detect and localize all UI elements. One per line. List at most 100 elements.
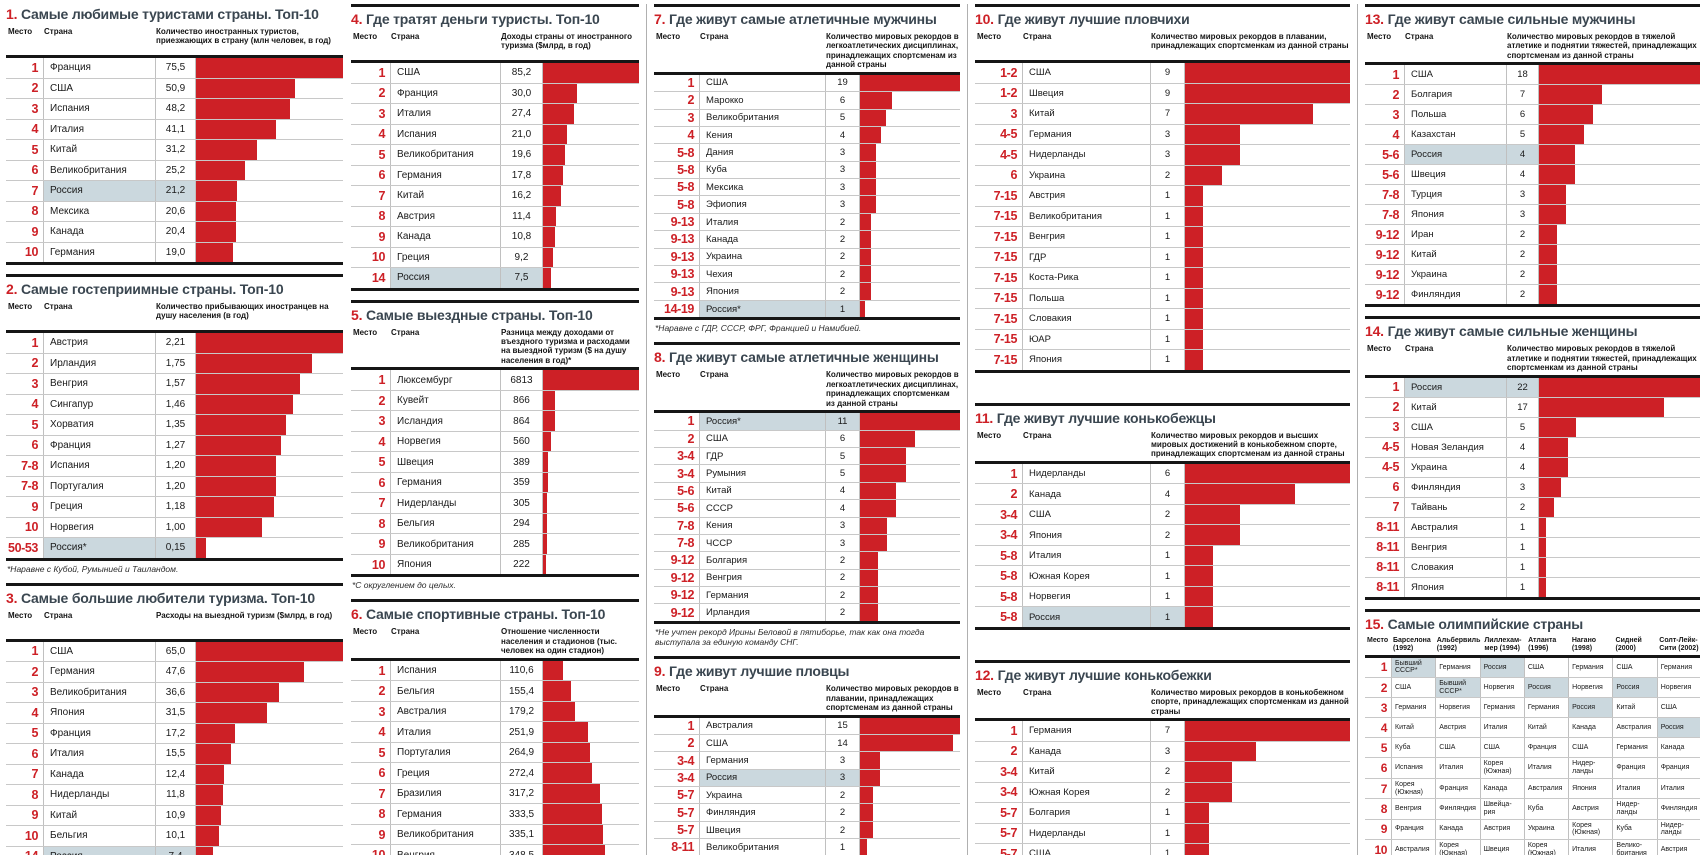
country-cell: Италия bbox=[700, 213, 826, 231]
value-bar bbox=[196, 435, 281, 455]
country-cell: Турция bbox=[1405, 185, 1507, 205]
table-title: 13. Где живут самые сильные мужчины bbox=[1365, 11, 1700, 27]
country-cell: Россия bbox=[700, 769, 826, 787]
table-rows: 1 Австралия 15 2 США 14 3-4 Германия 3 3-4 Россия 3… bbox=[654, 717, 960, 855]
table-column-headers: Место Страна Количество мировых рекордов в… bbox=[654, 369, 960, 414]
country-cell: Великобритания bbox=[700, 109, 826, 126]
value-bar bbox=[543, 145, 566, 165]
rank-cell: 2 bbox=[1380, 680, 1388, 695]
bar-cell bbox=[196, 826, 343, 846]
bar-cell bbox=[196, 415, 343, 435]
value-bar bbox=[1539, 225, 1557, 245]
bar-cell bbox=[860, 179, 960, 196]
table-row: 3 Италия 27,4 bbox=[351, 104, 639, 125]
table-footnote: *С округлением до целых. bbox=[352, 580, 456, 591]
country-cell: Великобритания bbox=[700, 839, 826, 855]
value-bar bbox=[196, 805, 221, 826]
value-bar bbox=[1185, 350, 1204, 370]
col-header-value: Количество мировых рекордов в легкоатлет… bbox=[826, 370, 959, 408]
bar-cell bbox=[1539, 397, 1700, 417]
table-row: 1 Франция 75,5 bbox=[6, 58, 343, 79]
matrix-cell: Норвегия bbox=[1479, 678, 1524, 698]
value-cell: 7 bbox=[1507, 85, 1539, 105]
bar-cell bbox=[860, 534, 960, 552]
rank-cell: 7-8 bbox=[6, 456, 44, 476]
rank-cell: 8-11 bbox=[1365, 537, 1405, 557]
value-cell: 7 bbox=[1151, 104, 1185, 124]
col-header-country: Страна bbox=[44, 610, 73, 620]
value-cell: 1,27 bbox=[156, 435, 196, 455]
matrix-cell: Куба bbox=[1523, 799, 1568, 819]
matrix-cell: Канада bbox=[1435, 819, 1479, 839]
matrix-cell: Италия bbox=[1612, 778, 1656, 799]
bar-cell bbox=[860, 92, 960, 109]
country-cell: Канада bbox=[44, 222, 156, 242]
value-cell: 305 bbox=[501, 493, 543, 513]
value-cell: 2 bbox=[826, 787, 860, 804]
bar-cell bbox=[196, 333, 343, 353]
table-column-headers: Место Страна Количество мировых рекордов в… bbox=[975, 687, 1350, 722]
table-row: 3 Исландия 864 bbox=[351, 411, 639, 432]
bar-cell bbox=[860, 482, 960, 500]
rank-cell: 5 bbox=[6, 723, 44, 744]
value-bar bbox=[860, 569, 879, 587]
country-cell: Венгрия bbox=[1405, 537, 1507, 557]
value-cell: 4 bbox=[826, 500, 860, 517]
value-bar bbox=[1185, 525, 1240, 545]
table-row: 3 Венгрия 1,57 bbox=[6, 374, 343, 395]
table-row: 7-15 Австрия 1 bbox=[975, 186, 1350, 207]
col-header-value: Количество мировых рекордов и высших мир… bbox=[1151, 430, 1345, 459]
country-cell: Украина bbox=[1405, 457, 1507, 477]
value-bar bbox=[543, 63, 639, 83]
value-cell: 1,20 bbox=[156, 456, 196, 476]
table-1: 1. Самые любимые туристами страны. Топ-1… bbox=[6, 4, 343, 265]
col-header-country: Страна bbox=[44, 27, 73, 36]
table-row: 4 Испания 21,0 bbox=[351, 124, 639, 145]
matrix-cell: Корея (Южная) bbox=[1568, 819, 1612, 839]
value-cell: 866 bbox=[501, 390, 543, 411]
value-bar bbox=[860, 179, 876, 196]
table-number: 6. bbox=[351, 606, 363, 623]
matrix-cell: Австрия bbox=[1479, 819, 1524, 839]
value-bar bbox=[860, 821, 874, 839]
country-cell: Великобритания bbox=[391, 824, 501, 845]
value-cell: 1 bbox=[1151, 186, 1185, 206]
rank-cell: 10 bbox=[6, 517, 44, 537]
value-bar bbox=[1185, 844, 1209, 855]
table-row: 2 Ирландия 1,75 bbox=[6, 353, 343, 374]
matrix-cell: Корея (Южная) bbox=[1523, 839, 1568, 855]
rank-cell: 9-13 bbox=[654, 283, 700, 300]
matrix-cell: Италия bbox=[1568, 839, 1612, 855]
matrix-row: 10 Австралия Корея (Южная) Швеция Корея (Южн… bbox=[1365, 839, 1700, 855]
rank-cell: 5-6 bbox=[654, 500, 700, 517]
table-row: 7-15 Коста-Рика 1 bbox=[975, 268, 1350, 289]
value-cell: 1 bbox=[1151, 607, 1185, 627]
value-bar bbox=[860, 787, 874, 804]
table-row: 1 Австрия 2,21 bbox=[6, 333, 343, 354]
country-cell: Испания bbox=[391, 660, 501, 681]
bar-cell bbox=[1539, 125, 1700, 145]
value-cell: 2 bbox=[826, 552, 860, 569]
bar-cell bbox=[860, 465, 960, 482]
matrix-row: 8 Венгрия Финляндия Швейца-рия Куба Австрия Ни… bbox=[1365, 799, 1700, 820]
value-bar bbox=[196, 201, 237, 221]
col-header-place: Место bbox=[656, 684, 681, 694]
table-row: 9-12 Украина 2 bbox=[1365, 265, 1700, 286]
value-cell: 3 bbox=[826, 179, 860, 196]
table-row: 6 Финляндия 3 bbox=[1365, 477, 1700, 498]
country-cell: Швеция bbox=[1405, 165, 1507, 185]
country-cell: Бразилия bbox=[391, 783, 501, 804]
table-row: 4 Кения 4 bbox=[654, 126, 960, 145]
table-row: 5-8 Норвегия 1 bbox=[975, 586, 1350, 608]
value-bar bbox=[196, 744, 231, 764]
value-cell: 2 bbox=[826, 231, 860, 248]
bar-cell bbox=[860, 248, 960, 266]
table-title-text: Где живут лучшие конькобежки bbox=[993, 666, 1212, 683]
value-cell: 17,2 bbox=[156, 723, 196, 744]
country-cell: Италия bbox=[391, 104, 501, 124]
country-cell: Ирландия bbox=[44, 353, 156, 373]
bar-cell bbox=[860, 769, 960, 787]
rank-cell: 8 bbox=[1380, 801, 1388, 816]
rank-cell: 1 bbox=[6, 333, 44, 353]
rank-cell: 7 bbox=[1380, 781, 1388, 796]
